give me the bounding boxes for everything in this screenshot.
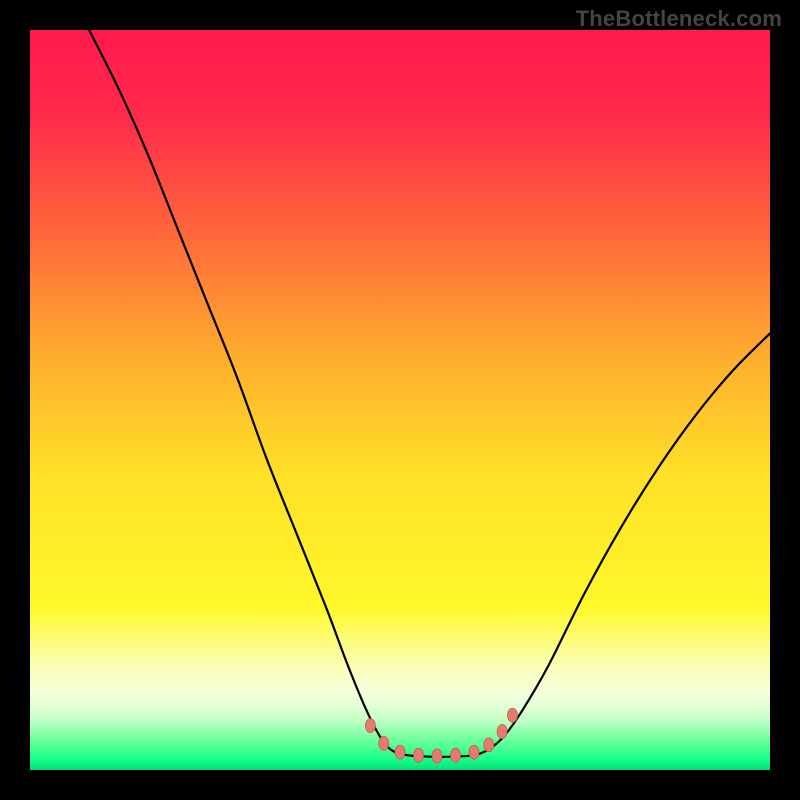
plot-area	[30, 30, 770, 770]
marker-point	[484, 738, 494, 752]
marker-point	[469, 745, 479, 759]
marker-point	[451, 748, 461, 762]
marker-point	[507, 708, 517, 722]
marker-point	[379, 736, 389, 750]
chart-overlay	[30, 30, 770, 770]
marker-point	[395, 745, 405, 759]
marker-point	[497, 725, 507, 739]
marker-point	[414, 748, 424, 762]
marker-point	[432, 749, 442, 763]
watermark-text: TheBottleneck.com	[576, 6, 782, 32]
marker-point	[365, 719, 375, 733]
bottleneck-curve	[89, 30, 770, 757]
